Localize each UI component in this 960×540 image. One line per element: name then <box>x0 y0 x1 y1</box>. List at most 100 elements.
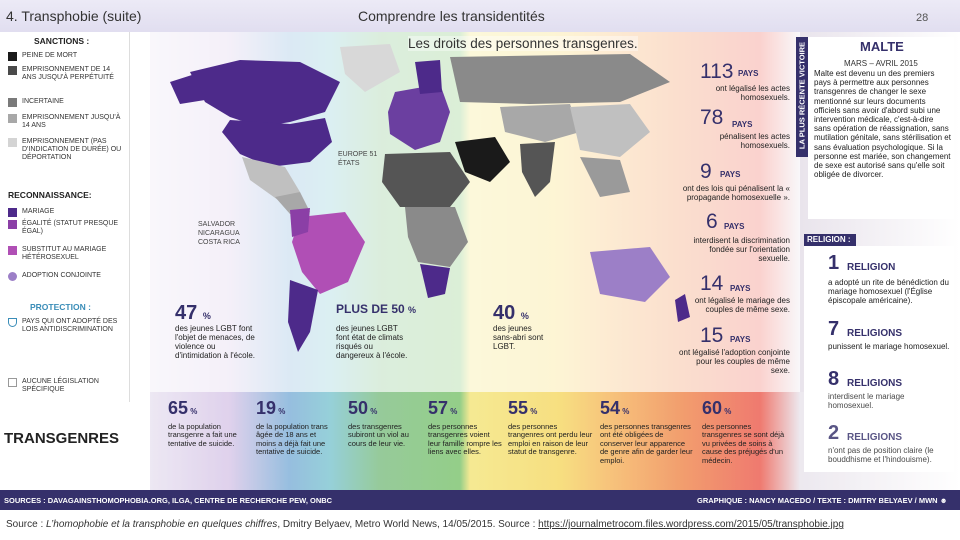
map-brazil <box>292 212 365 294</box>
mid-stat-label: PAYS <box>724 222 745 231</box>
map-new-zealand <box>675 294 690 322</box>
legend-swatch <box>8 208 17 217</box>
trans-stat-number: 54 % <box>600 398 630 418</box>
religion-text: n'ont pas de position claire (le bouddhi… <box>828 446 934 464</box>
mid-stat-number: 15 <box>700 324 724 347</box>
transgenres-title: TRANSGENRES <box>4 430 120 447</box>
trans-stat-text: des personnes transgenres se sont déjà v… <box>702 422 785 465</box>
trans-stat-text: de la population trans âgée de 18 ans et… <box>256 422 328 457</box>
map-central-america <box>275 192 310 214</box>
map-alaska <box>170 74 205 104</box>
map-southeast-asia <box>580 157 630 197</box>
mid-stat-number: 78 <box>700 106 724 129</box>
mid-stat-number: 14 <box>700 272 724 295</box>
religion-panel: 1 RELIGION a adopté un rite de bénédicti… <box>804 246 954 472</box>
map-greenland <box>340 44 400 92</box>
malta-title: MALTE <box>860 39 904 54</box>
malta-panel: MALTE MARS – AVRIL 2015 Malte est devenu… <box>808 37 954 219</box>
mid-stat-label: PAYS <box>732 120 753 129</box>
legend-item: PAYS QUI ONT ADOPTÉ DES LOIS ANTIDISCRIM… <box>22 318 118 333</box>
mid-stat-number: 113 <box>700 60 734 83</box>
stat-text: des jeunes LGBT font l'objet de menaces,… <box>175 324 255 360</box>
latest-victory-bar: LA PLUS RÉCENTE VICTOIRE <box>796 37 808 157</box>
map-australia <box>590 247 670 302</box>
mid-stat-number: 6 <box>706 210 718 233</box>
religion-text: a adopté un rite de bénédiction du maria… <box>828 278 949 305</box>
sources-text: SOURCES : DAVAGAINSTHOMOPHOBIA.ORG, ILGA… <box>4 496 333 505</box>
mid-stat-text: interdisent la discrimination fondée sur… <box>693 236 791 263</box>
legend-swatch <box>8 98 17 107</box>
trans-stat-number: 60 % <box>702 398 732 418</box>
trans-stat-text: de la population transgenre a fait une t… <box>168 422 237 448</box>
trans-stat-text: des personnes transgenres voient leur fa… <box>428 422 502 457</box>
trans-stat-number: 50 % <box>348 398 378 418</box>
map-russia <box>450 54 670 104</box>
section-title: 4. Transphobie (suite) <box>6 8 142 24</box>
mid-stat-text: ont légalisé l'adoption conjointe pour l… <box>679 348 790 375</box>
trans-stat-number: 65 % <box>168 398 198 418</box>
map-argentina <box>288 280 318 352</box>
stat-number: 47 % <box>175 302 211 324</box>
religion-number: 2 <box>828 422 840 444</box>
map-scandinavia <box>415 60 442 94</box>
legend-item: ADOPTION CONJOINTE <box>22 272 101 279</box>
religion-label: RELIGIONS <box>847 378 903 389</box>
legend-item: EMPRISONNEMENT DE 14 ANS JUSQU'À PERPÉTU… <box>22 66 114 81</box>
legend-swatch <box>8 220 17 229</box>
trans-stat-number: 57 % <box>428 398 458 418</box>
legend-swatch <box>8 52 17 61</box>
religion-text: punissent le mariage homosexuel. <box>828 342 950 351</box>
stat-number: PLUS DE 50 % <box>336 302 417 316</box>
mid-stat-text: ont légalisé les actes homosexuels. <box>715 84 790 102</box>
legend-item: AUCUNE LÉGISLATION SPÉCIFIQUE <box>22 378 99 393</box>
map-south-africa <box>420 264 450 298</box>
religion-label: RELIGION <box>847 262 896 273</box>
legend-recognition-title: RECONNAISSANCE: <box>8 190 92 200</box>
map-india <box>520 142 555 197</box>
map-europe <box>388 84 450 150</box>
stat-number: 40 % <box>493 302 529 324</box>
slide-header: 4. Transphobie (suite) Comprendre les tr… <box>0 0 960 32</box>
trans-stat-text: des personnes trangenres ont perdu leur … <box>508 422 593 457</box>
map-central-asia <box>500 104 580 142</box>
slide-number: 28 <box>916 12 929 24</box>
trans-stat-text: des personnes transgenres ont été obligé… <box>600 422 693 465</box>
world-map <box>170 44 690 352</box>
map-mexico <box>242 157 300 200</box>
legend-item: ÉGALITÉ (STATUT PRESQUE ÉGAL) <box>22 220 119 235</box>
map-north-africa <box>382 152 470 207</box>
legend-item: SUBSTITUT AU MARIAGE HÉTÉROSEXUEL <box>22 246 107 261</box>
map-label-central-america: SALVADOR NICARAGUA COSTA RICA <box>198 221 240 246</box>
sources-bar: SOURCES : DAVAGAINSTHOMOPHOBIA.ORG, ILGA… <box>0 490 960 510</box>
credits-text: GRAPHIQUE : NANCY MACEDO / TEXTE : DMITR… <box>697 496 948 505</box>
trans-stat-text: des transgenres subiront un viol au cour… <box>348 422 409 448</box>
map-colombia <box>290 208 310 237</box>
map-central-africa <box>405 207 468 267</box>
mid-stat-label: PAYS <box>730 335 751 344</box>
religion-label: RELIGIONS <box>847 328 903 339</box>
stat-text: des jeunes LGBT font état de climats ris… <box>336 324 408 360</box>
legend-item: PEINE DE MORT <box>22 52 78 59</box>
legend-swatch <box>8 246 17 255</box>
religion-number: 8 <box>828 368 840 390</box>
religion-number: 7 <box>828 318 840 340</box>
legend-item: EMPRISONNEMENT JUSQU'À 14 ANS <box>22 114 121 129</box>
religion-number: 1 <box>828 252 840 274</box>
mid-stat-label: PAYS <box>738 69 759 78</box>
legend-swatch <box>8 66 17 75</box>
religion-label: RELIGIONS <box>847 432 903 443</box>
infographic-image: Les droits des personnes transgenres. SA… <box>0 32 960 510</box>
mid-stat-text: ont des lois qui pénalisent la « propaga… <box>682 184 790 202</box>
trans-stat-number: 55 % <box>508 398 538 418</box>
legend-sanctions-title: SANCTIONS : <box>34 36 90 46</box>
mid-stat-number: 9 <box>700 160 712 183</box>
map-middle-east <box>455 137 510 182</box>
shield-icon <box>8 318 17 327</box>
religion-title: RELIGION : <box>804 234 856 246</box>
malta-date: MARS – AVRIL 2015 <box>844 59 918 68</box>
source-title: L’homophobie et la transphobie en quelqu… <box>46 519 278 530</box>
legend-item: EMPRISONNEMENT (PAS D'INDICATION DE DURÉ… <box>22 138 122 161</box>
map-canada <box>190 60 340 127</box>
source-link[interactable]: https://journalmetrocom.files.wordpress.… <box>538 519 844 530</box>
